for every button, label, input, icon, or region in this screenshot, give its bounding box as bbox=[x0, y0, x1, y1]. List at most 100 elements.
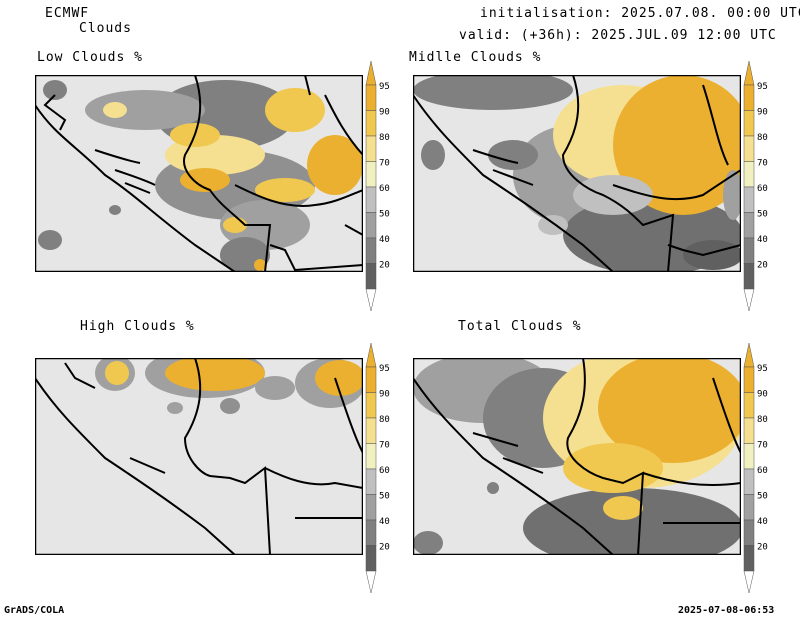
borders bbox=[413, 75, 741, 272]
colorbar-segment bbox=[365, 494, 377, 521]
colorbar-segment bbox=[365, 186, 377, 213]
colorbar-label: 20 bbox=[757, 543, 768, 553]
colorbar-low: 95 90 80 70 60 50 40 20 bbox=[363, 60, 403, 312]
colorbar-bottom-triangle bbox=[743, 570, 755, 594]
colorbar-segment bbox=[365, 84, 377, 111]
cloud-fields bbox=[95, 358, 363, 414]
colorbar-segment bbox=[743, 494, 755, 521]
colorbar-label: 50 bbox=[379, 492, 390, 502]
colorbar-svg: 95 90 80 70 60 50 40 20 bbox=[365, 60, 390, 312]
middle-clouds-map-svg bbox=[413, 75, 741, 272]
colorbar-segment bbox=[365, 212, 377, 239]
colorbar-segment bbox=[365, 519, 377, 546]
colorbar-label: 95 bbox=[757, 364, 768, 374]
colorbar-label: 50 bbox=[757, 210, 768, 220]
colorbar-label: 95 bbox=[379, 364, 390, 374]
colorbar-label: 60 bbox=[379, 184, 390, 194]
product-name: Clouds bbox=[79, 21, 132, 36]
colorbar-label: 40 bbox=[379, 517, 390, 527]
map-middle-clouds bbox=[413, 75, 741, 272]
colorbar-segment bbox=[743, 161, 755, 188]
colorbar-label: 70 bbox=[379, 159, 390, 169]
colorbar-segment bbox=[743, 545, 755, 572]
colorbar-segment bbox=[365, 135, 377, 162]
colorbar-segment bbox=[743, 212, 755, 239]
cloud-fields bbox=[413, 358, 741, 555]
colorbar-segment bbox=[743, 186, 755, 213]
colorbar-top-triangle bbox=[743, 342, 755, 368]
colorbar-bottom-triangle bbox=[743, 288, 755, 312]
colorbar-segment bbox=[743, 392, 755, 419]
colorbar-bottom-triangle bbox=[365, 570, 377, 594]
colorbar-svg: 95 90 80 70 60 50 40 20 bbox=[743, 60, 768, 312]
colorbar-middle: 95 90 80 70 60 50 40 20 bbox=[741, 60, 781, 312]
colorbar-segment bbox=[365, 110, 377, 137]
colorbar-segment bbox=[743, 263, 755, 290]
low-clouds-map-svg bbox=[35, 75, 363, 272]
colorbar-label: 60 bbox=[757, 466, 768, 476]
colorbar-label: 60 bbox=[757, 184, 768, 194]
panel-title-high: High Clouds % bbox=[80, 319, 195, 334]
colorbar-label: 90 bbox=[379, 108, 390, 118]
colorbar-segment bbox=[365, 263, 377, 290]
colorbar-segment bbox=[365, 161, 377, 188]
colorbar-label: 80 bbox=[757, 133, 768, 143]
borders bbox=[413, 358, 741, 555]
total-clouds-map-svg bbox=[413, 358, 741, 555]
borders bbox=[35, 358, 363, 555]
colorbar-label: 70 bbox=[379, 441, 390, 451]
colorbar-segment bbox=[365, 468, 377, 495]
colorbar-label: 50 bbox=[757, 492, 768, 502]
colorbar-label: 90 bbox=[757, 108, 768, 118]
colorbar-high: 95 90 80 70 60 50 40 20 bbox=[363, 342, 403, 594]
colorbar-label: 80 bbox=[379, 133, 390, 143]
colorbar-segment bbox=[743, 468, 755, 495]
colorbar-segment bbox=[743, 417, 755, 444]
footer-timestamp: 2025-07-08-06:53 bbox=[678, 605, 775, 616]
colorbar-label: 20 bbox=[379, 261, 390, 271]
colorbar-label: 70 bbox=[757, 159, 768, 169]
colorbar-label: 95 bbox=[379, 82, 390, 92]
colorbar-svg: 95 90 80 70 60 50 40 20 bbox=[365, 342, 390, 594]
colorbar-label: 40 bbox=[757, 235, 768, 245]
cloud-fields bbox=[413, 75, 741, 272]
colorbar-label: 90 bbox=[379, 390, 390, 400]
map-total-clouds bbox=[413, 358, 741, 555]
colorbar-svg: 95 90 80 70 60 50 40 20 bbox=[743, 342, 768, 594]
colorbar-label: 40 bbox=[379, 235, 390, 245]
panel-title-total: Total Clouds % bbox=[458, 319, 582, 334]
colorbar-label: 70 bbox=[757, 441, 768, 451]
colorbar-segment bbox=[365, 392, 377, 419]
colorbar-segment bbox=[365, 417, 377, 444]
colorbar-segment bbox=[743, 443, 755, 470]
colorbar-segment bbox=[365, 443, 377, 470]
colorbar-total: 95 90 80 70 60 50 40 20 bbox=[741, 342, 781, 594]
colorbar-segment bbox=[743, 84, 755, 111]
borders bbox=[35, 75, 363, 272]
colorbar-top-triangle bbox=[365, 342, 377, 368]
colorbar-segment bbox=[743, 110, 755, 137]
colorbar-top-triangle bbox=[365, 60, 377, 86]
panel-title-middle: Midlle Clouds % bbox=[409, 50, 542, 65]
colorbar-label: 95 bbox=[757, 82, 768, 92]
colorbar-bottom-triangle bbox=[365, 288, 377, 312]
cloud-fields bbox=[38, 80, 363, 272]
colorbar-segment bbox=[743, 366, 755, 393]
colorbar-top-triangle bbox=[743, 60, 755, 86]
colorbar-label: 20 bbox=[757, 261, 768, 271]
colorbar-label: 90 bbox=[757, 390, 768, 400]
colorbar-segment bbox=[365, 545, 377, 572]
colorbar-label: 20 bbox=[379, 543, 390, 553]
colorbar-label: 40 bbox=[757, 517, 768, 527]
footer-software: GrADS/COLA bbox=[4, 605, 65, 616]
colorbar-segment bbox=[743, 135, 755, 162]
initialisation-time: initialisation: 2025.07.08. 00:00 UTC bbox=[480, 6, 800, 21]
colorbar-label: 50 bbox=[379, 210, 390, 220]
colorbar-segment bbox=[743, 519, 755, 546]
colorbar-segment bbox=[743, 237, 755, 264]
model-name: ECMWF bbox=[45, 6, 90, 21]
map-low-clouds bbox=[35, 75, 363, 272]
colorbar-label: 80 bbox=[757, 415, 768, 425]
colorbar-label: 60 bbox=[379, 466, 390, 476]
panel-title-low: Low Clouds % bbox=[37, 50, 143, 65]
